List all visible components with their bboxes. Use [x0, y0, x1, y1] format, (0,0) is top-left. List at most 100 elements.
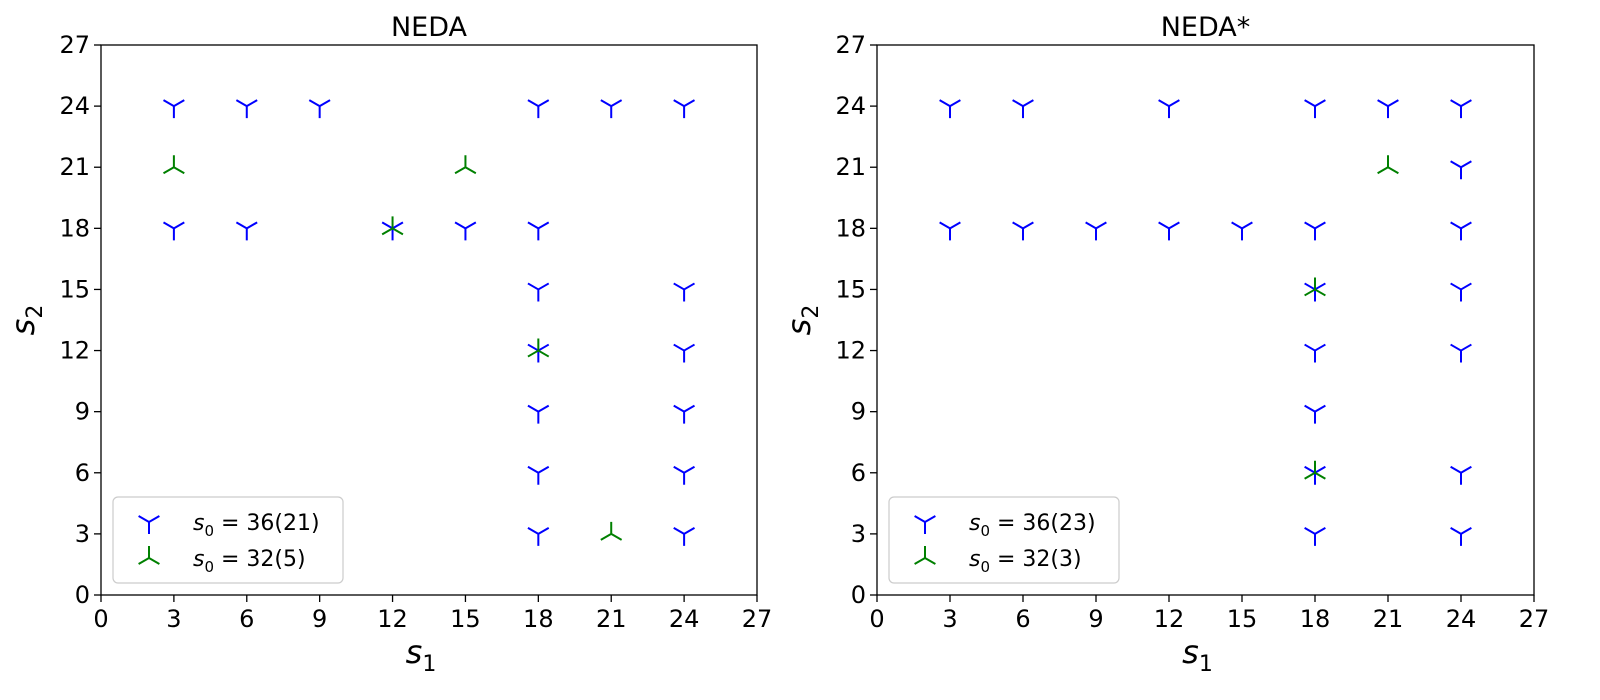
data-point: [1450, 160, 1472, 180]
y-tick-label: 9: [75, 398, 90, 426]
legend-item: s0 = 32(3): [914, 546, 1082, 576]
data-point: [1377, 155, 1399, 175]
data-point: [1304, 460, 1326, 480]
x-tick-label: 9: [1088, 605, 1103, 633]
y-tick-label: 0: [851, 581, 866, 609]
x-tick-label: 0: [869, 605, 884, 633]
data-point: [381, 221, 404, 241]
legend-box: [888, 496, 1120, 584]
series-2: [162, 155, 623, 541]
legend-marker: [914, 546, 936, 565]
legend-box: [112, 496, 344, 584]
chart-title: NEDA: [391, 12, 468, 43]
series-1: [162, 99, 696, 546]
data-point: [1304, 404, 1326, 424]
x-tick-label: 3: [942, 605, 957, 633]
legend-marker: [138, 546, 160, 565]
data-point: [673, 99, 696, 119]
data-point: [673, 282, 696, 302]
data-point: [673, 465, 696, 485]
data-point: [1304, 277, 1326, 297]
data-point: [162, 155, 185, 175]
data-point: [1304, 343, 1326, 363]
x-tick-label: 6: [1015, 605, 1030, 633]
plot-frame: [876, 44, 1535, 596]
x-tick-label: 27: [742, 605, 773, 633]
y-tick-label: 24: [835, 92, 866, 120]
y-tick-label: 24: [59, 92, 90, 120]
data-point: [1450, 282, 1472, 302]
y-tick-label: 15: [59, 275, 90, 303]
y-tick-label: 6: [75, 459, 90, 487]
data-point: [1304, 221, 1326, 241]
data-point: [235, 221, 258, 241]
x-tick-label: 15: [450, 605, 481, 633]
x-tick-label: 24: [669, 605, 700, 633]
data-point: [381, 216, 404, 236]
x-tick-label: 6: [239, 605, 254, 633]
data-point: [1450, 527, 1472, 546]
data-point: [1450, 465, 1472, 485]
x-tick-label: 0: [93, 605, 108, 633]
series-2: [1304, 155, 1399, 480]
y-tick-label: 18: [59, 214, 90, 242]
legend-label: s0 = 32(5): [193, 547, 306, 576]
y-tick-label: 21: [835, 153, 866, 181]
data-point: [454, 221, 477, 241]
chart-panel-2: NEDA* 0 3 6 9 12 15 18 21 24 27 0 3 6 9 12 15 18 21 24 27 s1 s…: [780, 12, 1549, 677]
x-tick-label: 18: [523, 605, 554, 633]
data-point: [1450, 99, 1472, 119]
x-tick-label: 24: [1446, 605, 1477, 633]
x-tick-label: 27: [1519, 605, 1550, 633]
data-point: [1450, 343, 1472, 363]
data-point: [1085, 221, 1107, 241]
y-tick-label: 0: [75, 581, 90, 609]
data-point: [162, 221, 185, 241]
data-point: [1377, 99, 1399, 119]
legend-label: s0 = 36(21): [193, 511, 320, 540]
data-point: [1231, 221, 1253, 241]
data-point: [527, 343, 550, 363]
x-tick-label: 21: [1373, 605, 1404, 633]
y-tick-label: 12: [59, 337, 90, 365]
y-tick-label: 6: [851, 459, 866, 487]
legend-item: s0 = 32(5): [138, 546, 306, 576]
data-point: [527, 404, 550, 424]
legend-item: s0 = 36(23): [914, 511, 1096, 540]
data-point: [1450, 221, 1472, 241]
y-tick-label: 3: [75, 520, 90, 548]
legend-label: s0 = 36(23): [969, 511, 1096, 540]
data-point: [1012, 99, 1034, 119]
data-point: [673, 343, 696, 363]
y-tick-label: 15: [835, 275, 866, 303]
data-point: [527, 99, 550, 119]
data-point: [939, 221, 961, 241]
x-tick-label: 18: [1300, 605, 1331, 633]
chart-title: NEDA*: [1161, 12, 1251, 43]
data-point: [454, 155, 477, 175]
series-1: [939, 99, 1472, 546]
y-tick-label: 27: [59, 31, 90, 59]
data-point: [162, 99, 185, 119]
data-point: [673, 527, 696, 546]
y-tick-label: 21: [59, 153, 90, 181]
data-point: [1304, 465, 1326, 485]
x-tick-label: 12: [377, 605, 408, 633]
legend-item: s0 = 36(21): [138, 511, 320, 540]
data-point: [1304, 99, 1326, 119]
chart-panel-1: NEDA 0 3 6 9 12 15 18 21 24 27 0 3 6 9 12 15 18 21 24 27 s1 s2…: [4, 12, 772, 677]
x-tick-label: 12: [1154, 605, 1185, 633]
y-tick-label: 3: [851, 520, 866, 548]
data-point: [673, 404, 696, 424]
legend-label: s0 = 32(3): [969, 547, 1082, 576]
legend-marker: [138, 515, 160, 534]
data-point: [600, 521, 623, 541]
plot-frame: [100, 44, 758, 596]
data-point: [939, 99, 961, 119]
data-point: [527, 338, 550, 358]
x-tick-label: 9: [312, 605, 327, 633]
legend-marker: [914, 515, 936, 534]
x-axis-label: s1: [406, 633, 437, 677]
data-point: [527, 282, 550, 302]
x-axis-label: s1: [1182, 633, 1213, 677]
